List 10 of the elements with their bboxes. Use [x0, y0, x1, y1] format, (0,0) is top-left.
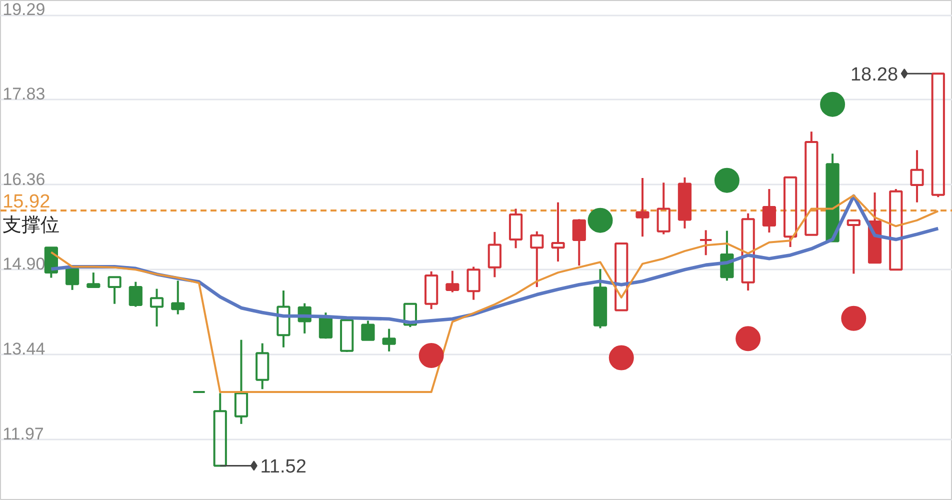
ref-line-label: 支撑位 — [2, 215, 60, 236]
annotation: 15.92 — [2, 192, 50, 213]
y-tick-label: 14.90 — [2, 254, 46, 274]
annotation: 18.28 — [850, 64, 898, 86]
y-tick-label: 11.97 — [2, 424, 44, 444]
y-tick-label: 19.29 — [2, 0, 46, 19]
annotation: 11.52 — [260, 456, 306, 478]
y-tick-label: 17.83 — [2, 84, 46, 104]
y-tick-label: 13.44 — [2, 339, 46, 358]
y-tick-label: 16.36 — [2, 170, 46, 189]
